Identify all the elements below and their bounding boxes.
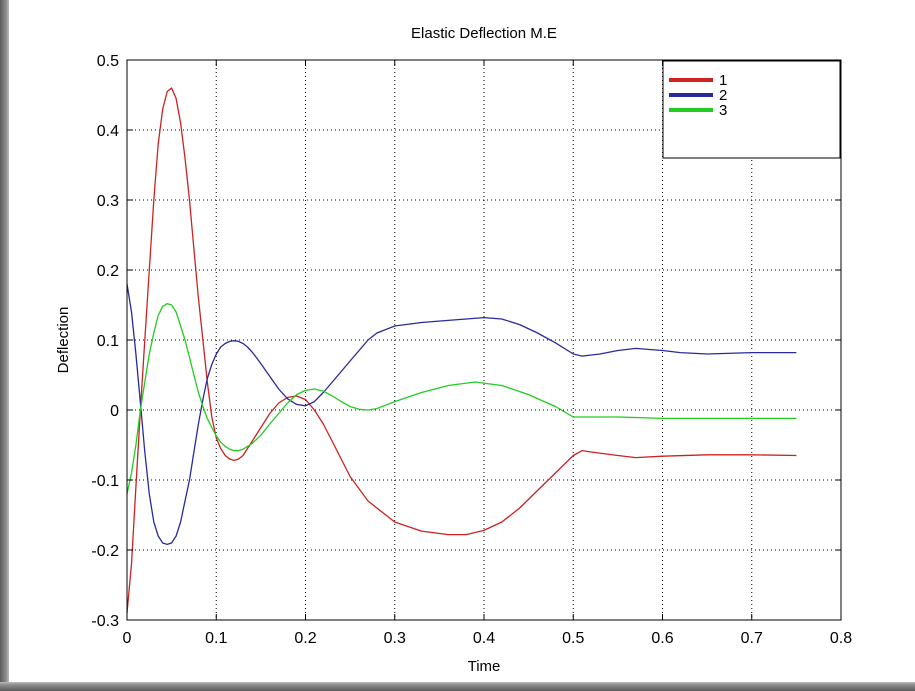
legend-label-1: 1 [719, 72, 727, 89]
tick-labels: 0 0.1 0.2 0.3 0.4 0.5 0.6 0.7 0.8 -0.3 -0.2 -0.1 0 0.… [91, 53, 852, 647]
ticks [126, 59, 842, 621]
x-tick-label: 0.3 [384, 630, 406, 647]
x-tick-label: 0.8 [830, 630, 852, 647]
y-tick-label: 0.2 [97, 263, 119, 280]
y-tick-label: 0.3 [97, 193, 119, 210]
legend: 123 [662, 60, 841, 159]
x-tick-label: 0.2 [294, 630, 316, 647]
y-tick-label: -0.3 [91, 613, 119, 630]
legend-label-2: 2 [719, 87, 727, 104]
x-tick-label: 0.7 [741, 630, 763, 647]
x-tick-label: 0.4 [473, 630, 495, 647]
series-line-1 [126, 87, 797, 614]
x-tick-label: 0.1 [205, 630, 227, 647]
grid-lines [127, 60, 841, 620]
y-tick-label: -0.2 [91, 543, 119, 560]
series-lines [126, 87, 797, 614]
y-tick-label: 0.1 [97, 333, 119, 350]
chart-title: Elastic Deflection M.E [411, 25, 557, 42]
window-bottom-border [0, 682, 915, 691]
legend-label-3: 3 [719, 102, 727, 119]
window-left-border [0, 0, 9, 691]
x-tick-label: 0.6 [651, 630, 673, 647]
y-tick-label: 0.5 [97, 53, 119, 70]
series-line-3 [126, 302, 797, 495]
y-tick-label: 0 [110, 403, 119, 420]
x-tick-label: 0.5 [562, 630, 584, 647]
x-axis-label: Time [468, 658, 501, 675]
y-tick-label: 0.4 [97, 123, 119, 140]
x-tick-label: 0 [123, 630, 132, 647]
y-axis-label: Deflection [55, 307, 72, 374]
y-tick-label: -0.1 [91, 473, 119, 490]
series-line-2 [126, 283, 797, 546]
